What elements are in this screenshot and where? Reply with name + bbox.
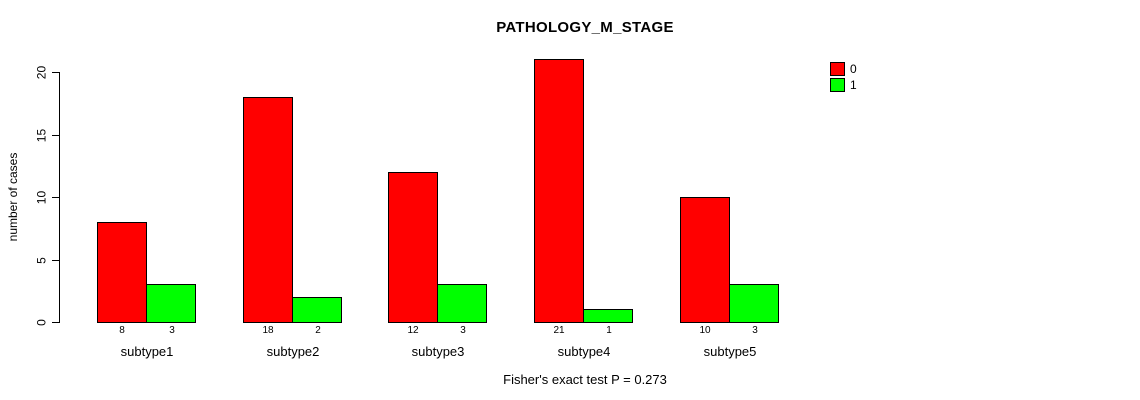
y-tick-label: 20 bbox=[34, 65, 49, 80]
bar-subtype2-series0 bbox=[243, 97, 293, 323]
bar-subtype2-series1 bbox=[292, 297, 342, 323]
bar-value-label: 3 bbox=[460, 325, 466, 336]
bar-subtype4-series0 bbox=[534, 59, 584, 323]
legend-label: 1 bbox=[850, 77, 857, 92]
category-label-subtype1: subtype1 bbox=[120, 344, 174, 359]
y-tick-label: 0 bbox=[34, 319, 49, 326]
y-tick bbox=[52, 322, 59, 323]
legend-row: 1 bbox=[830, 77, 857, 92]
legend-swatch-icon bbox=[830, 77, 845, 92]
bar-value-label: 3 bbox=[752, 325, 758, 336]
y-tick-label: 5 bbox=[34, 257, 49, 264]
bar-subtype1-series0 bbox=[97, 222, 147, 323]
category-label-subtype5: subtype5 bbox=[703, 344, 757, 359]
category-label-subtype4: subtype4 bbox=[557, 344, 611, 359]
chart-title: PATHOLOGY_M_STAGE bbox=[496, 19, 674, 36]
bar-value-label: 12 bbox=[407, 325, 419, 336]
bar-value-label: 10 bbox=[699, 325, 711, 336]
category-label-subtype3: subtype3 bbox=[411, 344, 465, 359]
bar-subtype1-series1 bbox=[146, 284, 196, 323]
y-tick-label: 15 bbox=[34, 128, 49, 143]
category-label-subtype2: subtype2 bbox=[266, 344, 320, 359]
y-tick bbox=[52, 197, 59, 198]
y-tick bbox=[52, 260, 59, 261]
bar-subtype4-series1 bbox=[583, 309, 633, 323]
y-axis-line bbox=[59, 72, 60, 323]
bar-value-label: 1 bbox=[606, 325, 612, 336]
bar-subtype3-series1 bbox=[437, 284, 487, 323]
bar-value-label: 2 bbox=[315, 325, 321, 336]
y-tick bbox=[52, 72, 59, 73]
y-tick-label: 10 bbox=[34, 190, 49, 205]
bar-value-label: 21 bbox=[553, 325, 565, 336]
bar-value-label: 18 bbox=[262, 325, 274, 336]
bar-subtype5-series1 bbox=[729, 284, 779, 323]
bar-value-label: 3 bbox=[169, 325, 175, 336]
bar-subtype5-series0 bbox=[680, 197, 730, 323]
y-axis-title: number of cases bbox=[6, 152, 20, 242]
legend-row: 0 bbox=[830, 61, 857, 76]
annotation-caption: Fisher's exact test P = 0.273 bbox=[503, 372, 667, 387]
legend-label: 0 bbox=[850, 61, 857, 76]
bar-subtype3-series0 bbox=[388, 172, 438, 323]
bar-value-label: 8 bbox=[119, 325, 125, 336]
legend-swatch-icon bbox=[830, 61, 845, 76]
y-tick bbox=[52, 135, 59, 136]
